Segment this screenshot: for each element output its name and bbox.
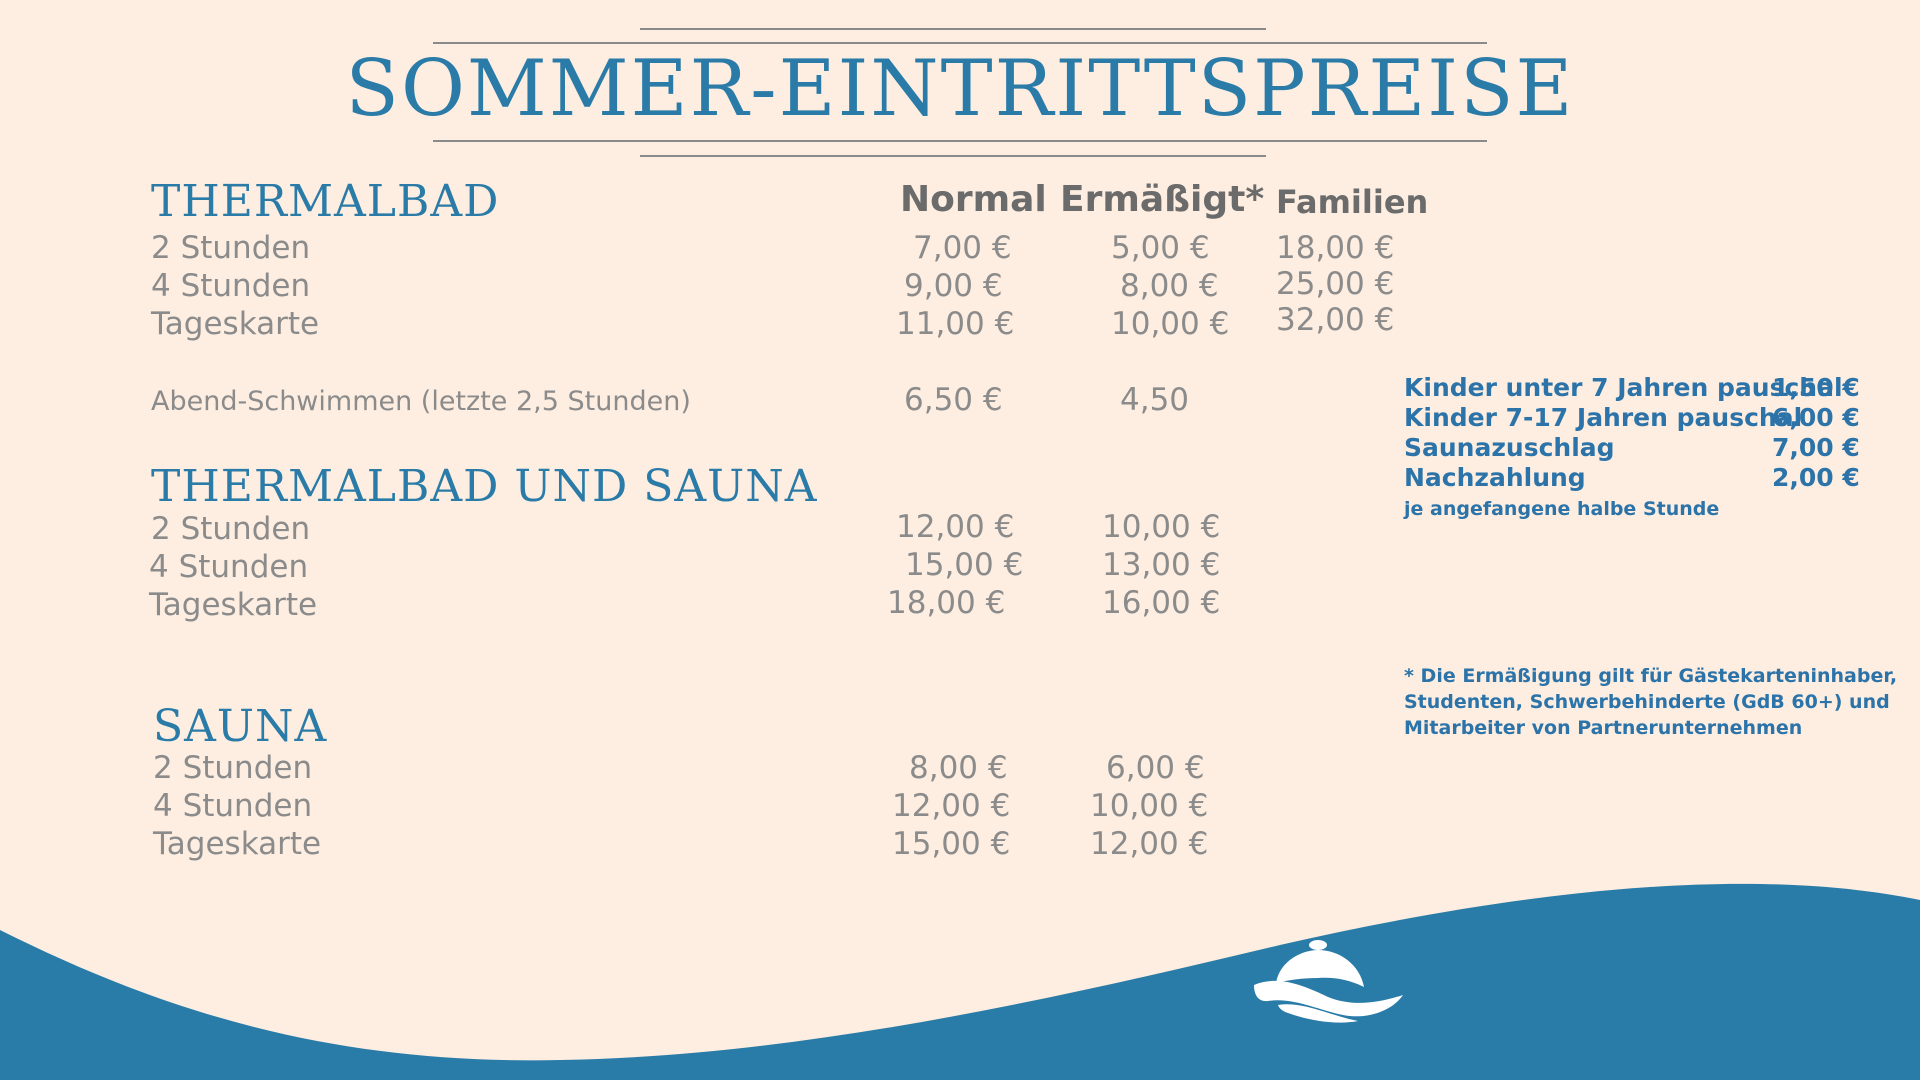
extra-price: 2,00 € xyxy=(1772,463,1860,492)
spa-logo-icon xyxy=(1254,940,1403,1023)
footnote-line: Studenten, Schwerbehinderte (GdB 60+) un… xyxy=(1404,691,1890,713)
evening-swim-normal: 6,50 € xyxy=(904,382,1003,418)
thermalbad-row-label: Tageskarte xyxy=(151,306,320,342)
page-title: SOMMER-EINTRITTSPREISE xyxy=(345,44,1575,134)
extra-label: Saunazuschlag xyxy=(1404,433,1615,462)
thermalbad-row-label: 4 Stunden xyxy=(151,268,311,304)
thermalbad-sauna-row-normal: 12,00 € xyxy=(896,509,1015,545)
footnote-line: Mitarbeiter von Partnerunternehmen xyxy=(1404,717,1803,739)
sauna-row-normal: 12,00 € xyxy=(892,788,1011,824)
thermalbad-row-normal: 11,00 € xyxy=(896,306,1015,342)
sauna-row-reduced: 12,00 € xyxy=(1090,826,1209,862)
title-rule-bottom-short xyxy=(640,155,1266,157)
thermalbad-row-reduced: 8,00 € xyxy=(1120,268,1219,304)
thermalbad-row-family: 25,00 € xyxy=(1276,266,1395,302)
column-header-family: Familien xyxy=(1276,183,1429,221)
thermalbad-sauna-row-normal: 18,00 € xyxy=(887,585,1006,621)
sauna-row-label: 2 Stunden xyxy=(153,750,313,786)
extra-price: 7,00 € xyxy=(1772,433,1860,462)
evening-swim-reduced: 4,50 xyxy=(1120,382,1190,418)
thermalbad-sauna-row-label: 2 Stunden xyxy=(151,511,311,547)
title-rule-bottom-long xyxy=(433,140,1487,142)
thermalbad-row-family: 32,00 € xyxy=(1276,302,1395,338)
extra-label: Kinder unter 7 Jahren pauschal xyxy=(1404,373,1843,402)
extra-label: Kinder 7-17 Jahren pauschal xyxy=(1404,403,1803,432)
thermalbad-sauna-row-reduced: 13,00 € xyxy=(1102,547,1221,583)
thermalbad-sauna-row-reduced: 10,00 € xyxy=(1102,509,1221,545)
column-header-reduced: Ermäßigt* xyxy=(1060,179,1265,220)
sauna-row-label: 4 Stunden xyxy=(153,788,313,824)
sauna-row-normal: 8,00 € xyxy=(909,750,1008,786)
section-heading-thermalbad: THERMALBAD xyxy=(151,176,500,227)
extra-price: 6,00 € xyxy=(1772,403,1860,432)
thermalbad-row-label: 2 Stunden xyxy=(151,230,311,266)
sauna-row-normal: 15,00 € xyxy=(892,826,1011,862)
thermalbad-sauna-row-label: Tageskarte xyxy=(149,587,318,623)
title-rule-top-short xyxy=(640,28,1266,30)
thermalbad-row-normal: 7,00 € xyxy=(913,230,1012,266)
bottom-wave xyxy=(0,883,1920,1080)
thermalbad-sauna-row-reduced: 16,00 € xyxy=(1102,585,1221,621)
column-header-normal: Normal xyxy=(900,179,1047,220)
thermalbad-row-family: 18,00 € xyxy=(1276,230,1395,266)
thermalbad-sauna-row-normal: 15,00 € xyxy=(905,547,1024,583)
thermalbad-row-reduced: 5,00 € xyxy=(1111,230,1210,266)
sauna-row-label: Tageskarte xyxy=(153,826,322,862)
title-rule-top-long xyxy=(433,42,1487,44)
footnote-line: * Die Ermäßigung gilt für Gästekarteninh… xyxy=(1404,665,1898,687)
extra-price: 1,50 € xyxy=(1772,373,1860,402)
evening-swim-label: Abend-Schwimmen (letzte 2,5 Stunden) xyxy=(151,386,691,417)
thermalbad-row-reduced: 10,00 € xyxy=(1111,306,1230,342)
sauna-row-reduced: 6,00 € xyxy=(1106,750,1205,786)
sauna-row-reduced: 10,00 € xyxy=(1090,788,1209,824)
extras-note: je angefangene halbe Stunde xyxy=(1404,498,1720,520)
section-heading-thermalbad-sauna: THERMALBAD UND SAUNA xyxy=(151,461,818,512)
thermalbad-sauna-row-label: 4 Stunden xyxy=(149,549,309,585)
section-heading-sauna: SAUNA xyxy=(153,701,328,752)
thermalbad-row-normal: 9,00 € xyxy=(904,268,1003,304)
extra-label: Nachzahlung xyxy=(1404,463,1586,492)
